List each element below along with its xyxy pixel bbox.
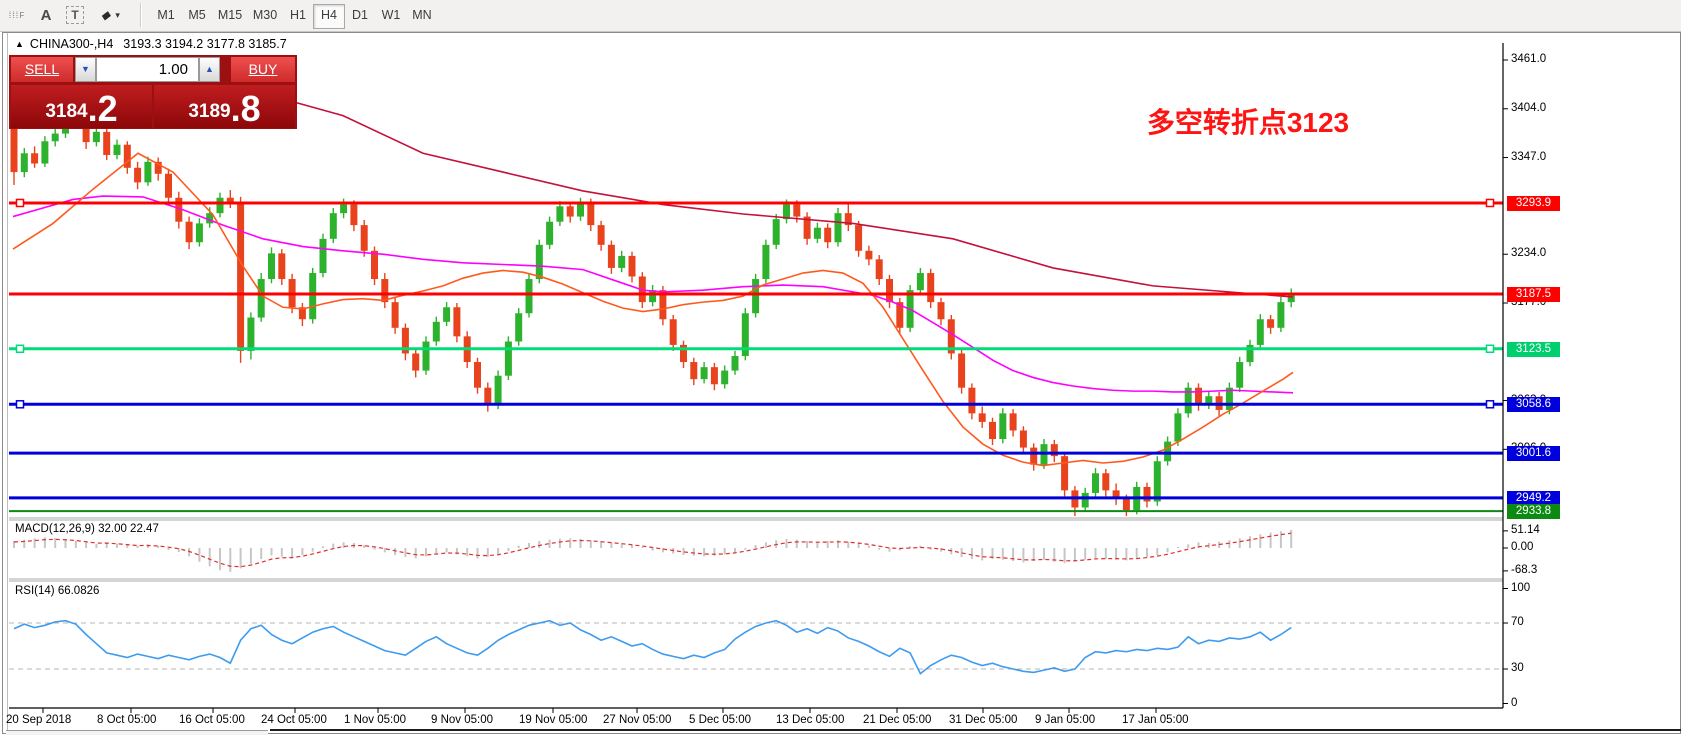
style-glyph: ◆	[99, 8, 114, 22]
timeframe-button-M15[interactable]: M15	[217, 8, 243, 22]
sell-button[interactable]: SELL	[11, 57, 73, 82]
collapse-arrow-icon[interactable]: ▲	[15, 39, 24, 49]
volume-increase-button[interactable]: ▲	[199, 57, 220, 82]
sell-price-quote[interactable]: 3184.2	[11, 85, 152, 128]
price-level-badge: 3058.6	[1507, 397, 1560, 413]
timeframe-button-M5[interactable]: M5	[188, 8, 206, 22]
time-axis-tick: 21 Dec 05:00	[863, 714, 932, 726]
time-axis-tick: 20 Sep 2018	[6, 714, 72, 726]
text-box-icon[interactable]: T	[62, 4, 88, 26]
price-axis-tick: 3404.0	[1511, 101, 1547, 114]
chevron-down-icon: ▾	[115, 9, 120, 20]
price-level-badge: 2933.8	[1507, 504, 1560, 520]
price-level-badge: 3123.5	[1507, 341, 1560, 357]
price-level-badge: 3001.6	[1507, 446, 1560, 462]
time-axis-tick: 27 Nov 05:00	[603, 714, 672, 726]
sell-price-main: 3184	[45, 101, 88, 122]
price-level-badge: 3187.5	[1507, 287, 1560, 302]
timeframe-button-H4[interactable]: H4	[313, 4, 345, 29]
time-axis-tick: 13 Dec 05:00	[776, 714, 845, 726]
time-axis-tick: 8 Oct 05:00	[97, 714, 157, 726]
time-axis-tick: 1 Nov 05:00	[344, 714, 407, 726]
price-level-badge: 3293.9	[1507, 195, 1560, 211]
time-axis-tick: 24 Oct 05:00	[261, 714, 327, 726]
rsi-axis-tick: 70	[1511, 616, 1524, 628]
price-axis-tick: 3461.0	[1511, 53, 1547, 65]
timeframe-button-M1[interactable]: M1	[157, 8, 175, 22]
buy-button[interactable]: BUY	[231, 57, 295, 82]
ohlc-values: 3193.3 3194.2 3177.8 3185.7	[123, 37, 287, 51]
macd-indicator-label: MACD(12,26,9) 32.00 22.47	[15, 523, 159, 535]
rsi-axis-tick: 30	[1511, 662, 1524, 674]
price-axis-tick: 3234.0	[1511, 247, 1547, 260]
buy-price-main: 3189	[188, 101, 231, 122]
timeframe-button-W1[interactable]: W1	[381, 8, 401, 22]
timeframe-button-M30[interactable]: M30	[252, 8, 278, 22]
minimized-window-stub[interactable]	[6, 730, 268, 735]
macd-axis-tick: 0.00	[1511, 541, 1534, 553]
time-axis-tick: 9 Jan 05:00	[1035, 714, 1096, 726]
volume-decrease-button[interactable]: ▼	[75, 57, 96, 82]
rsi-axis-tick: 0	[1511, 696, 1518, 709]
grid-f-icon[interactable]: ⁞⁞⁞ F	[8, 10, 26, 20]
cursor-style-icon[interactable]: ◆ ▾	[94, 4, 128, 26]
time-axis-tick: 31 Dec 05:00	[949, 714, 1018, 726]
window-left-border	[7, 33, 8, 733]
volume-input[interactable]	[96, 57, 199, 82]
sell-price-frac: .2	[87, 88, 118, 129]
toolbar-separator	[140, 3, 142, 27]
label-a-icon[interactable]: A	[40, 6, 52, 24]
time-axis-tick: 17 Jan 05:00	[1122, 714, 1189, 726]
price-level-badge: 2949.2	[1507, 490, 1560, 506]
symbol-label: CHINA300-,H4	[29, 37, 114, 51]
price-axis-tick: 3347.0	[1511, 150, 1547, 163]
time-axis-tick: 16 Oct 05:00	[179, 714, 245, 726]
chart-title: ▲ CHINA300-,H4 3193.3 3194.2 3177.8 3185.7	[15, 37, 287, 51]
timeframe-button-MN[interactable]: MN	[412, 8, 432, 22]
time-axis-tick: 19 Nov 05:00	[519, 714, 588, 726]
time-axis-tick: 5 Dec 05:00	[689, 714, 752, 726]
rsi-indicator-label: RSI(14) 66.0826	[15, 585, 100, 597]
macd-axis-tick: 51.14	[1511, 523, 1540, 536]
time-axis-tick: 9 Nov 05:00	[431, 714, 494, 726]
macd-axis-tick: -68.3	[1511, 563, 1538, 576]
one-click-trade-panel: SELL ▼ ▲ BUY 3184.2 3189.8	[9, 55, 297, 129]
rsi-axis-tick: 100	[1511, 581, 1531, 594]
buy-price-frac: .8	[230, 88, 261, 129]
text-box-glyph: T	[66, 6, 84, 24]
next-window-edge	[270, 729, 1681, 731]
price-chart-canvas[interactable]	[3, 33, 1680, 733]
top-toolbar: ⁞⁞⁞ F A T ◆ ▾ M1 M5 M15 M30 H1 H4 D1 W1 MN	[0, 0, 1681, 32]
timeframe-button-D1[interactable]: D1	[352, 8, 368, 22]
chart-annotation-text: 多空转折点3123	[1146, 107, 1350, 138]
buy-price-quote[interactable]: 3189.8	[154, 85, 295, 128]
timeframe-button-H1[interactable]: H1	[290, 8, 306, 22]
chart-window: ▲ CHINA300-,H4 3193.3 3194.2 3177.8 3185.7…	[2, 32, 1681, 734]
